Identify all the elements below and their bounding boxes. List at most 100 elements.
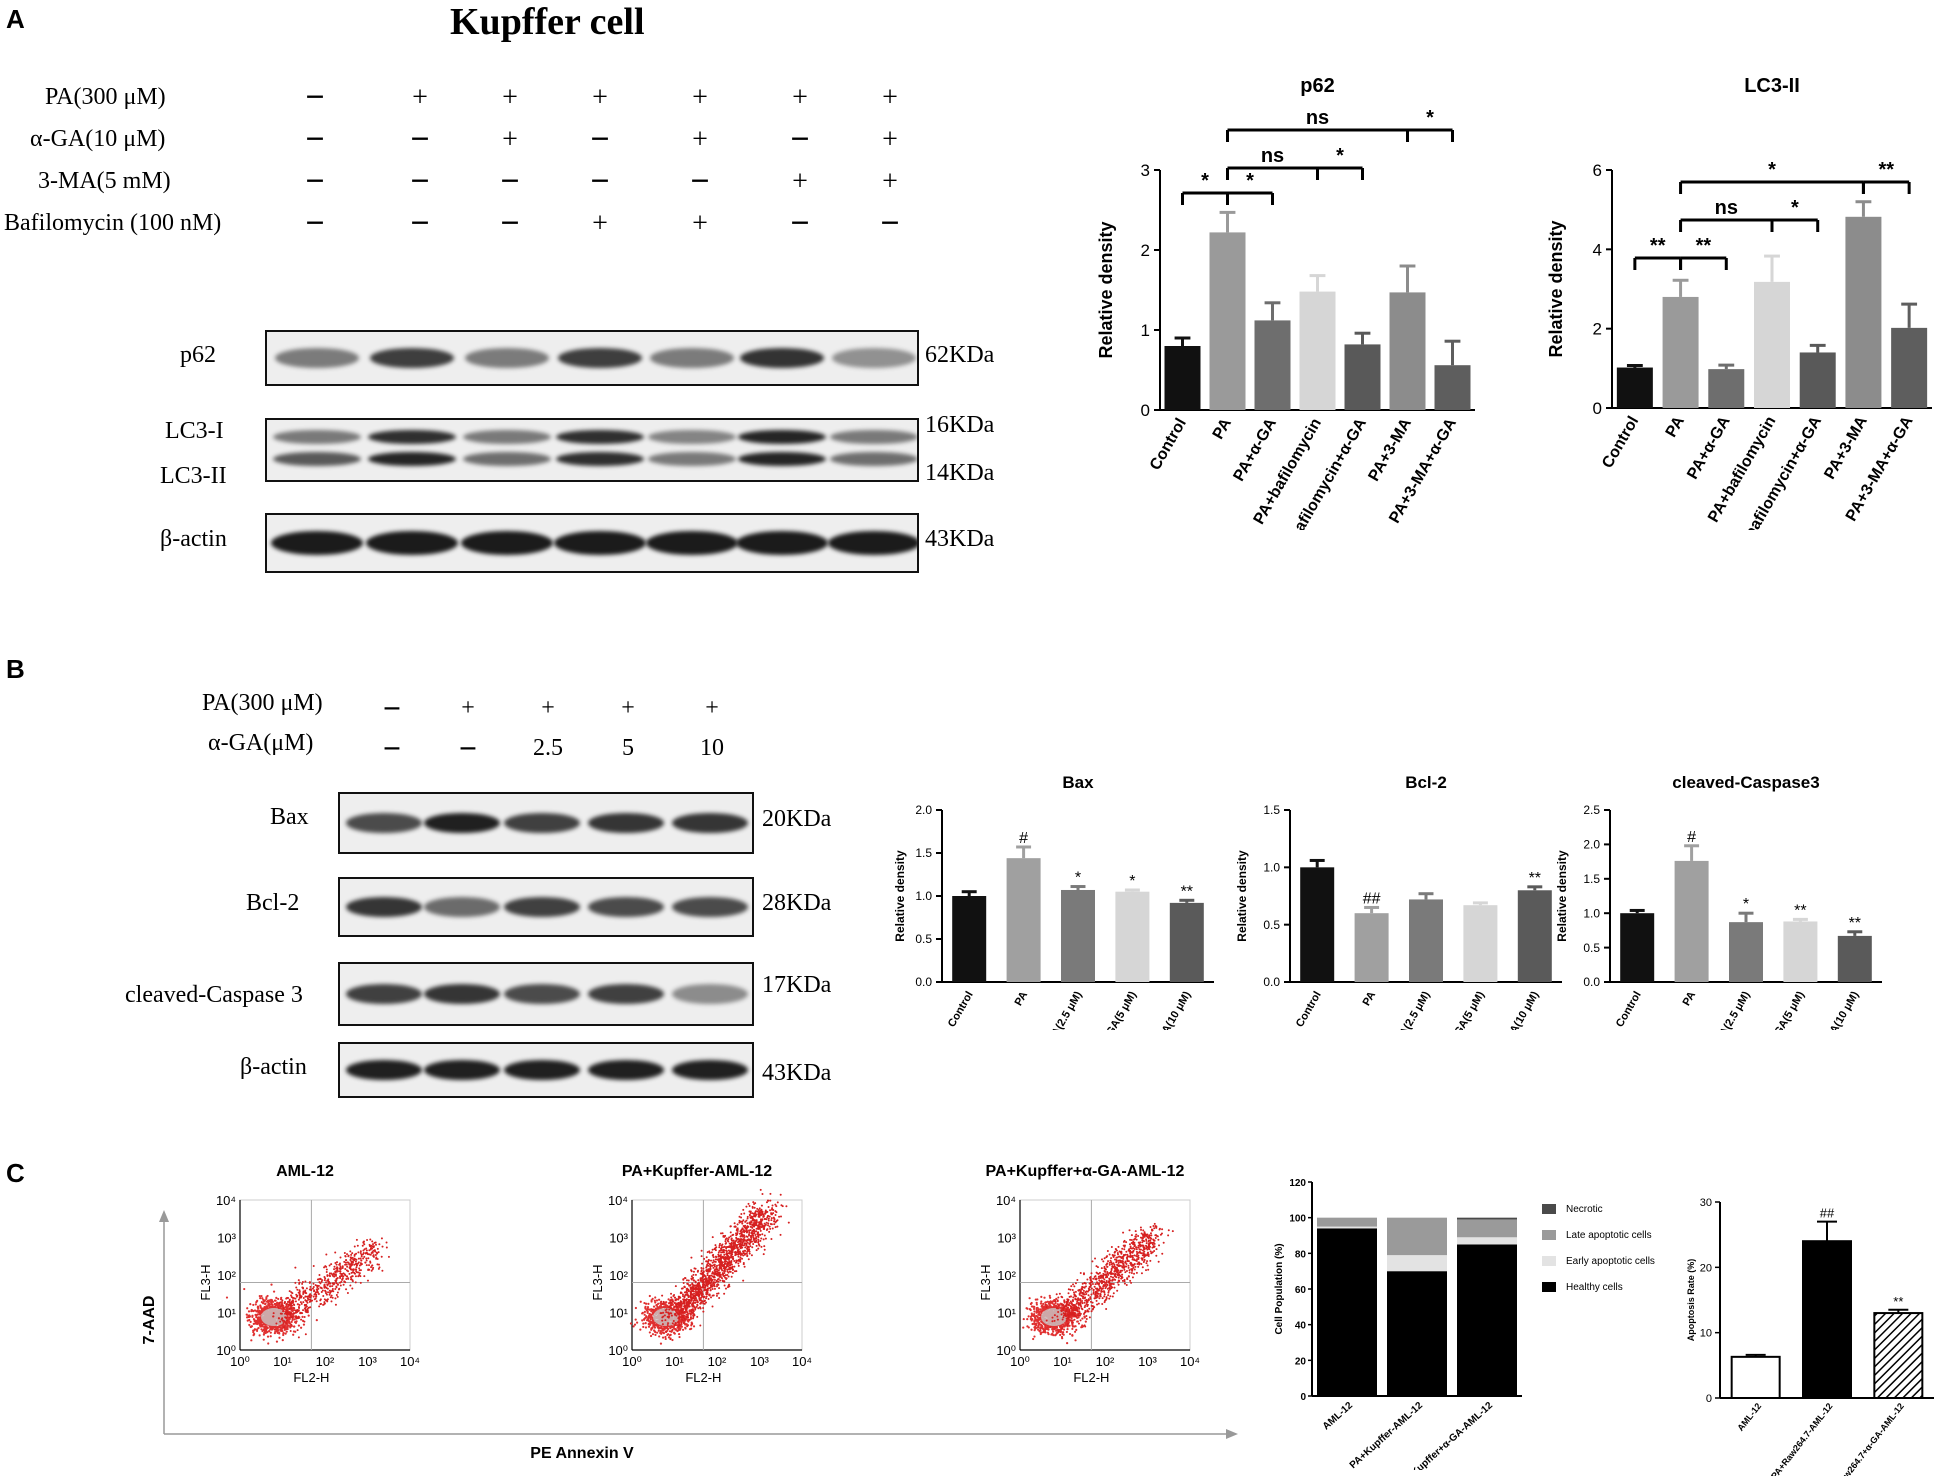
event-dot [753,1219,756,1222]
event-dot [733,1225,736,1228]
event-dot [691,1283,694,1286]
event-dot [716,1264,719,1267]
event-dot [671,1325,674,1328]
event-dot [249,1303,252,1306]
y-tick-label: 2.0 [915,803,932,817]
event-dot [656,1331,659,1334]
event-dot [291,1309,294,1313]
blot-band [346,984,422,1004]
event-dot [281,1304,284,1307]
event-dot [282,1331,285,1334]
event-dot [731,1255,734,1258]
event-dot [267,1329,271,1333]
event-dot [340,1280,343,1283]
event-dot [733,1265,736,1268]
event-dot [352,1258,355,1261]
event-dot [302,1309,305,1312]
event-dot [674,1321,677,1324]
event-dot [262,1323,265,1326]
event-dot [746,1230,749,1233]
event-dot [774,1213,777,1216]
flow-plot: PA+Kupffer+α-GA-AML-1210⁰10⁰10¹10¹10²10²… [978,1163,1200,1385]
event-dot [366,1239,369,1242]
event-dot [1062,1316,1065,1319]
event-dot [1035,1303,1038,1306]
event-dot [673,1305,676,1308]
event-dot [700,1267,703,1270]
x-tick-label: PA [1681,989,1699,1008]
event-dot [375,1243,378,1246]
event-dot [763,1218,766,1221]
blot-band [740,348,824,368]
event-dot [702,1271,705,1274]
event-dot [682,1301,685,1304]
condition-sign: − [690,163,710,200]
significance-bracket: * [1226,170,1274,205]
event-dot [755,1236,758,1239]
event-dot [1033,1329,1036,1332]
event-dot [691,1309,694,1312]
event-dot [263,1325,266,1329]
event-dot [309,1296,312,1299]
event-dot [272,1290,276,1293]
event-dot [353,1253,356,1256]
bracket-label: ns [1715,197,1738,219]
event-dot [712,1253,715,1256]
event-dot [771,1208,774,1211]
event-dot [706,1251,709,1254]
flow-plot-title: AML-12 [276,1163,334,1180]
event-dot [293,1303,296,1306]
event-dot [664,1319,667,1322]
panel-label-b: B [6,654,25,684]
event-dot [737,1255,740,1258]
event-dot [740,1220,743,1223]
event-dot [1081,1317,1084,1320]
event-dot [633,1323,637,1326]
event-dot [1066,1342,1069,1345]
condition-sign: + [592,82,608,113]
event-dot [1055,1293,1058,1296]
event-dot [695,1297,698,1300]
event-dot [684,1306,687,1309]
p62-blot [265,330,919,386]
event-dot [376,1258,379,1261]
event-dot [769,1209,772,1212]
event-dot [346,1292,349,1295]
event-dot [251,1309,254,1312]
event-dot [314,1297,317,1300]
event-dot [745,1252,748,1255]
bracket-label: ** [1650,235,1666,257]
condition-sign: − [790,121,810,158]
event-dot [664,1335,667,1339]
flow-plot: AML-1210⁰10⁰10¹10¹10²10²10³10³10⁴10⁴FL3-… [198,1163,420,1385]
event-dot [745,1219,748,1222]
event-dot [715,1266,718,1269]
event-dot [355,1238,358,1241]
bracket-label: ns [1306,107,1329,129]
event-dot [294,1321,298,1324]
event-dot [634,1306,637,1310]
x-tick-label: α-GA(5 μM) [1767,989,1807,1030]
event-dot [349,1256,352,1259]
event-dot [1037,1324,1040,1327]
significance-bracket: ** [1679,235,1728,270]
plot-x-tick: 10⁴ [400,1354,420,1369]
event-dot [371,1243,374,1246]
event-dot [324,1277,327,1280]
event-dot [722,1250,725,1253]
event-dot [699,1307,702,1310]
event-dot [341,1278,344,1281]
blot-band [346,1060,422,1080]
event-dot [1050,1333,1053,1336]
event-dot [697,1285,700,1288]
event-dot [262,1338,265,1341]
event-dot [662,1300,665,1303]
event-dot [264,1327,268,1330]
event-dot [344,1261,347,1264]
event-dot [350,1253,353,1256]
event-dot [659,1312,662,1315]
event-dot [261,1307,264,1310]
event-dot [261,1297,264,1300]
event-dot [273,1328,276,1331]
event-dot [762,1215,765,1218]
